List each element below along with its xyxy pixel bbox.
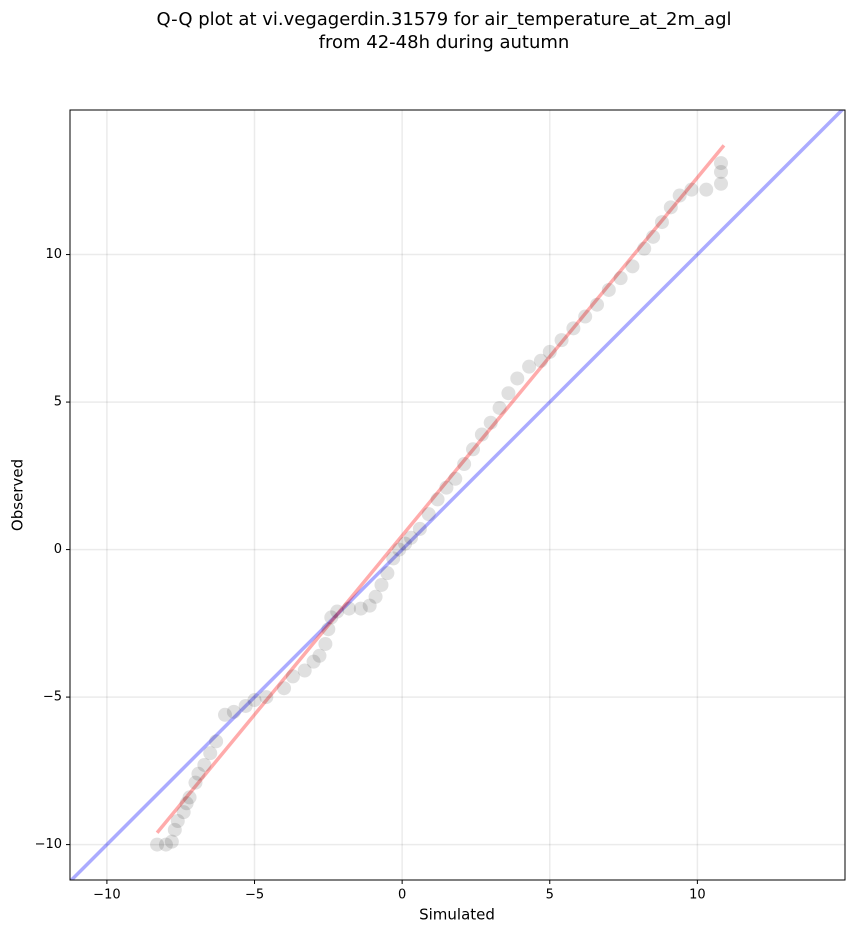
point [176,805,191,820]
x-tick-label: 0 [398,888,406,903]
y-tick-label: 10 [45,247,62,262]
point [457,457,472,472]
point [164,834,179,849]
point [285,669,300,684]
chart-title: Q-Q plot at vi.vegagerdin.31579 for air_… [157,9,732,30]
point [542,344,557,359]
x-tick-label: −5 [245,888,264,903]
point [637,241,652,256]
plot-area [70,110,845,880]
point [277,681,292,696]
point [318,636,333,651]
point [203,746,218,761]
grid [70,110,845,880]
point [150,837,165,852]
x-axis-label: Simulated [419,906,495,924]
point [430,492,445,507]
point [182,790,197,805]
point [209,734,224,749]
reference-line [155,144,726,834]
point [238,698,253,713]
point [392,542,407,557]
point [566,321,581,336]
point [312,648,327,663]
y-axis-label: Observed [9,459,27,531]
point [492,400,507,415]
point [714,176,728,191]
point [714,156,728,171]
y-tick-label: −5 [43,690,62,705]
point [353,601,368,616]
point [306,654,321,669]
point [412,521,427,536]
chart-title: from 42-48h during autumn [319,32,570,53]
point [510,371,525,386]
point [342,601,356,616]
x-tick-label: 5 [546,888,554,903]
point [374,577,389,592]
point [699,182,714,197]
reference-line [70,110,845,880]
point [167,822,182,837]
point [448,471,463,486]
point [297,663,312,678]
point [654,215,669,230]
point [601,282,616,297]
y-tick-label: 0 [54,542,62,557]
x-tick-label: −10 [93,888,120,903]
point [672,188,687,203]
point [321,622,336,637]
point [380,566,395,581]
point [324,610,339,625]
point [179,796,194,811]
point [197,757,212,772]
point [421,507,436,522]
point [533,353,548,368]
x-tick-label: 10 [689,888,706,903]
y-tick-label: −10 [35,837,62,852]
point [684,182,699,197]
point [218,707,232,722]
point [466,442,480,457]
point [330,604,345,619]
point [590,297,604,312]
point [188,775,203,790]
point [501,386,516,401]
point [368,589,383,604]
point [259,690,274,705]
point [398,536,413,551]
point [625,259,640,274]
point [226,704,241,719]
point [439,480,454,495]
point [714,164,728,179]
y-tick-label: 5 [54,395,62,410]
point [362,598,377,613]
point [474,427,489,442]
point [386,551,401,566]
point [483,415,498,430]
point [170,813,185,828]
point [247,693,262,708]
point [522,359,537,374]
point [578,309,593,324]
point [158,837,173,852]
point [554,333,569,348]
axes-frame [69,109,846,881]
point [613,271,628,286]
point [646,229,661,244]
point [663,200,678,215]
point [404,530,418,545]
point [191,766,206,781]
